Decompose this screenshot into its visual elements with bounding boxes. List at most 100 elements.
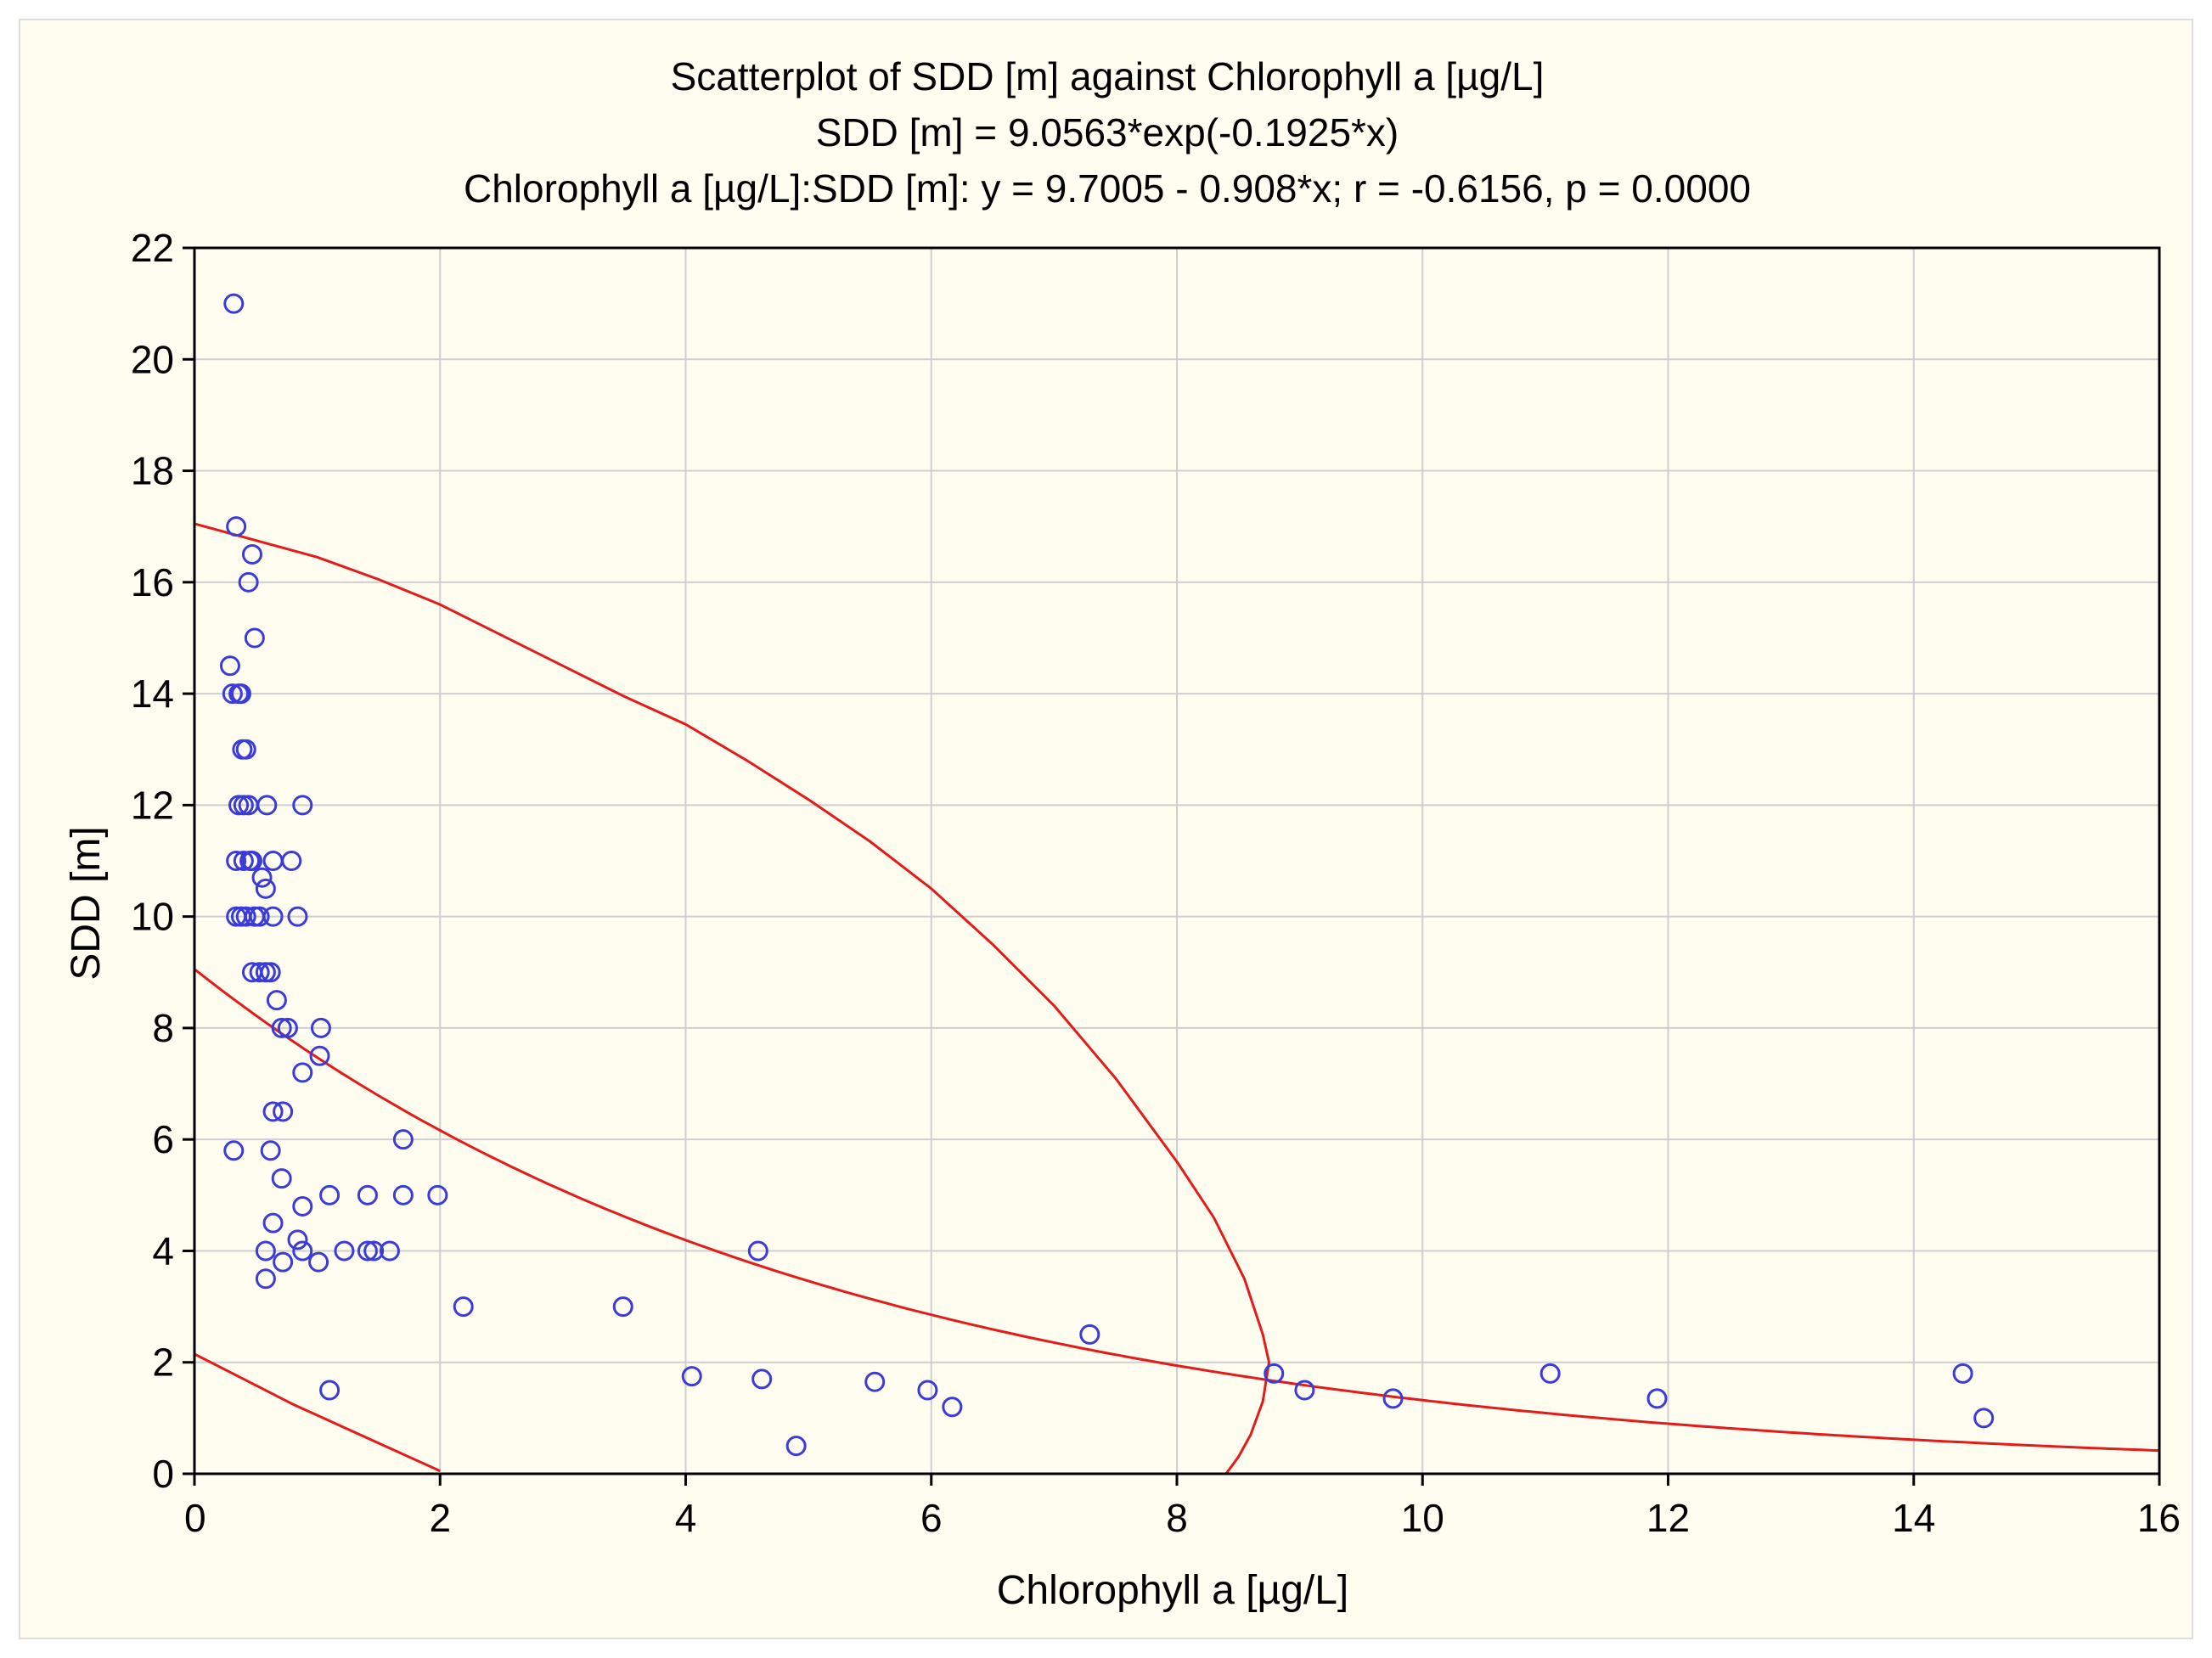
scatter-point bbox=[612, 1296, 633, 1318]
y-tick-label: 8 bbox=[152, 1006, 174, 1050]
x-tick-label: 2 bbox=[429, 1496, 451, 1540]
scatter-point bbox=[292, 795, 313, 816]
grid-lines bbox=[194, 247, 2160, 1475]
y-axis-label: SDD [m] bbox=[64, 826, 109, 980]
scatter-point bbox=[223, 293, 245, 314]
y-tick-label: 16 bbox=[131, 560, 174, 604]
scatter-point bbox=[1079, 1324, 1100, 1345]
x-axis-ticks: 0 2 4 6 8 10 12 14 16 bbox=[184, 1474, 2181, 1540]
scatter-point bbox=[942, 1397, 963, 1418]
y-tick-label: 22 bbox=[131, 226, 174, 270]
scatter-point bbox=[453, 1296, 474, 1318]
scatter-point bbox=[292, 1062, 313, 1083]
scatter-point bbox=[785, 1436, 807, 1457]
scatter-point bbox=[379, 1240, 400, 1262]
scatter-point bbox=[747, 1240, 768, 1262]
y-tick-label: 6 bbox=[152, 1117, 174, 1161]
scatter-point bbox=[260, 1140, 281, 1161]
scatter-point bbox=[1382, 1388, 1404, 1409]
scatter-point bbox=[222, 683, 243, 705]
scatter-point bbox=[917, 1380, 938, 1401]
scatter-point bbox=[249, 906, 270, 927]
scatter-point bbox=[271, 1168, 292, 1189]
scatter-point bbox=[281, 851, 302, 871]
y-tick-label: 2 bbox=[152, 1340, 174, 1385]
scatter-point bbox=[277, 1017, 298, 1038]
x-tick-label: 6 bbox=[920, 1496, 943, 1540]
scatter-point bbox=[334, 1240, 355, 1262]
scatter-point bbox=[864, 1371, 886, 1392]
scatter-point bbox=[255, 1268, 276, 1290]
scatter-point bbox=[1646, 1388, 1668, 1409]
scatterplot-chart: Scatterplot of SDD [m] against Chlorophy… bbox=[64, 54, 2181, 1613]
fit-curves bbox=[194, 522, 2160, 1475]
scatter-point bbox=[319, 1184, 341, 1206]
scatter-point bbox=[292, 1240, 313, 1262]
data-points bbox=[219, 293, 1995, 1457]
figure-panel: Scatterplot of SDD [m] against Chlorophy… bbox=[19, 19, 2193, 1639]
scatter-point bbox=[319, 1380, 341, 1401]
chart-title: Scatterplot of SDD [m] against Chlorophy… bbox=[671, 54, 1545, 98]
y-tick-label: 20 bbox=[131, 337, 174, 381]
scatter-point bbox=[230, 683, 251, 705]
scatter-point bbox=[235, 739, 256, 760]
scatter-point bbox=[273, 1251, 294, 1273]
scatter-point bbox=[271, 1017, 292, 1038]
scatter-point bbox=[226, 851, 247, 871]
scatter-point bbox=[238, 571, 259, 593]
scatter-point bbox=[226, 516, 247, 537]
scatter-point bbox=[249, 962, 270, 983]
y-tick-label: 10 bbox=[131, 895, 174, 939]
scatter-point bbox=[308, 1251, 329, 1273]
scatter-point bbox=[357, 1240, 378, 1262]
scatter-point bbox=[235, 906, 256, 927]
scatter-point bbox=[357, 1184, 378, 1206]
scatter-point bbox=[287, 906, 308, 927]
scatter-point bbox=[1952, 1363, 1973, 1384]
scatter-point bbox=[233, 851, 254, 871]
scatter-point bbox=[681, 1366, 702, 1387]
scatter-point bbox=[1294, 1380, 1315, 1401]
x-tick-label: 0 bbox=[184, 1496, 206, 1540]
x-tick-label: 10 bbox=[1401, 1496, 1444, 1540]
scatter-point bbox=[392, 1184, 414, 1206]
scatter-point bbox=[363, 1240, 385, 1262]
scatter-point bbox=[262, 851, 284, 871]
x-tick-label: 8 bbox=[1166, 1496, 1188, 1540]
scatter-point bbox=[292, 1195, 313, 1217]
scatter-point bbox=[1264, 1363, 1285, 1384]
y-tick-label: 18 bbox=[131, 449, 174, 493]
scatter-point bbox=[260, 962, 281, 983]
scatter-point bbox=[241, 851, 262, 871]
scatter-point bbox=[241, 544, 262, 565]
scatter-point bbox=[256, 795, 278, 816]
scatter-point bbox=[310, 1017, 331, 1038]
scatter-point bbox=[244, 627, 265, 649]
y-tick-label: 12 bbox=[131, 783, 174, 827]
scatter-point bbox=[266, 990, 287, 1011]
scatter-point bbox=[309, 1045, 330, 1066]
fit-curve-line bbox=[194, 522, 1271, 1475]
y-axis-ticks: 0 2 4 6 8 10 12 14 16 18 20 22 bbox=[131, 226, 194, 1496]
chart-subtitle-linear-fit: Chlorophyll a [µg/L]:SDD [m]: y = 9.7005… bbox=[464, 166, 1751, 211]
scatter-point bbox=[251, 867, 273, 888]
chart-subtitle-exp-fit: SDD [m] = 9.0563*exp(-0.1925*x) bbox=[816, 110, 1399, 155]
fit-curve-line bbox=[194, 968, 2160, 1453]
scatter-point bbox=[392, 1129, 414, 1150]
y-tick-label: 0 bbox=[152, 1452, 174, 1496]
x-tick-label: 4 bbox=[675, 1496, 697, 1540]
scatter-point bbox=[427, 1184, 448, 1206]
y-tick-label: 14 bbox=[131, 672, 174, 716]
x-tick-label: 14 bbox=[1892, 1496, 1935, 1540]
scatter-point bbox=[1973, 1408, 1995, 1429]
x-axis-label: Chlorophyll a [µg/L] bbox=[997, 1568, 1349, 1613]
fit-curve-line bbox=[194, 1352, 441, 1473]
scatter-point bbox=[262, 1101, 284, 1122]
scatter-point bbox=[1539, 1363, 1561, 1384]
scatter-point bbox=[287, 1229, 308, 1251]
scatter-point bbox=[262, 1212, 284, 1234]
x-tick-label: 16 bbox=[2137, 1496, 2181, 1540]
scatter-point bbox=[255, 878, 276, 899]
x-tick-label: 12 bbox=[1646, 1496, 1690, 1540]
y-tick-label: 4 bbox=[152, 1228, 174, 1273]
